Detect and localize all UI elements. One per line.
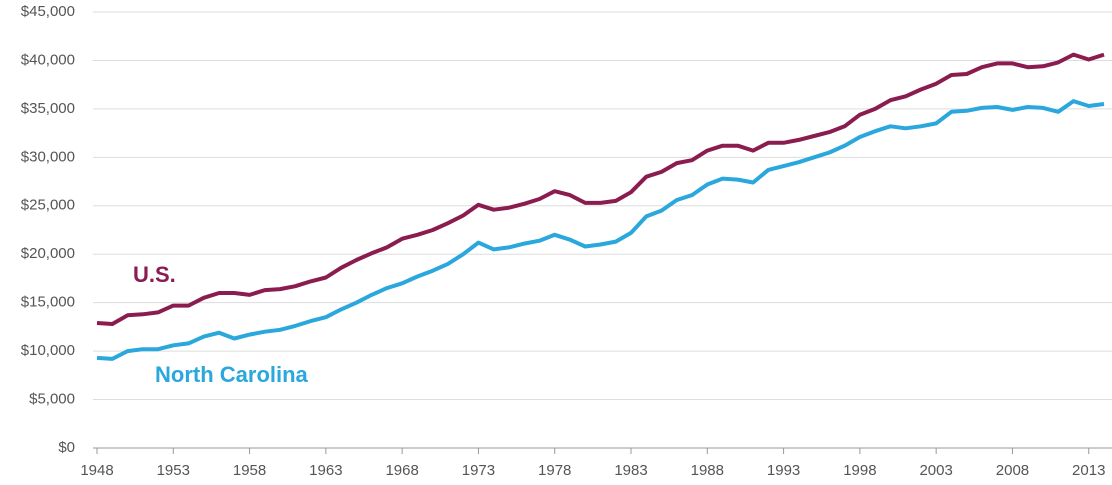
x-tick-label: 1963: [309, 462, 342, 479]
series-line: [96, 52, 1105, 326]
x-tick-label: 1988: [691, 462, 724, 479]
x-tick-label: 1978: [538, 462, 571, 479]
x-tick-label: 1968: [385, 462, 418, 479]
series-line: [96, 99, 1105, 361]
x-tick-label: 1948: [80, 462, 113, 479]
y-tick-label: $5,000: [29, 391, 75, 408]
x-tick-label: 2013: [1072, 462, 1105, 479]
y-tick-label: $15,000: [21, 294, 75, 311]
y-tick-label: $40,000: [21, 51, 75, 68]
series-label: U.S.: [133, 262, 176, 287]
x-tick-label: 1958: [233, 462, 266, 479]
x-tick-label: 1973: [462, 462, 495, 479]
x-tick-label: 2008: [996, 462, 1029, 479]
y-tick-label: $20,000: [21, 245, 75, 262]
y-tick-label: $25,000: [21, 197, 75, 214]
x-tick-label: 1983: [614, 462, 647, 479]
x-tick-label: 1993: [767, 462, 800, 479]
x-tick-label: 1998: [843, 462, 876, 479]
y-tick-label: $30,000: [21, 148, 75, 165]
x-tick-label: 2003: [919, 462, 952, 479]
y-tick-label: $45,000: [21, 3, 75, 20]
x-tick-label: 1953: [157, 462, 190, 479]
y-tick-label: $35,000: [21, 100, 75, 117]
y-tick-label: $0: [58, 439, 75, 456]
series-label: North Carolina: [155, 362, 309, 387]
y-tick-label: $10,000: [21, 342, 75, 359]
